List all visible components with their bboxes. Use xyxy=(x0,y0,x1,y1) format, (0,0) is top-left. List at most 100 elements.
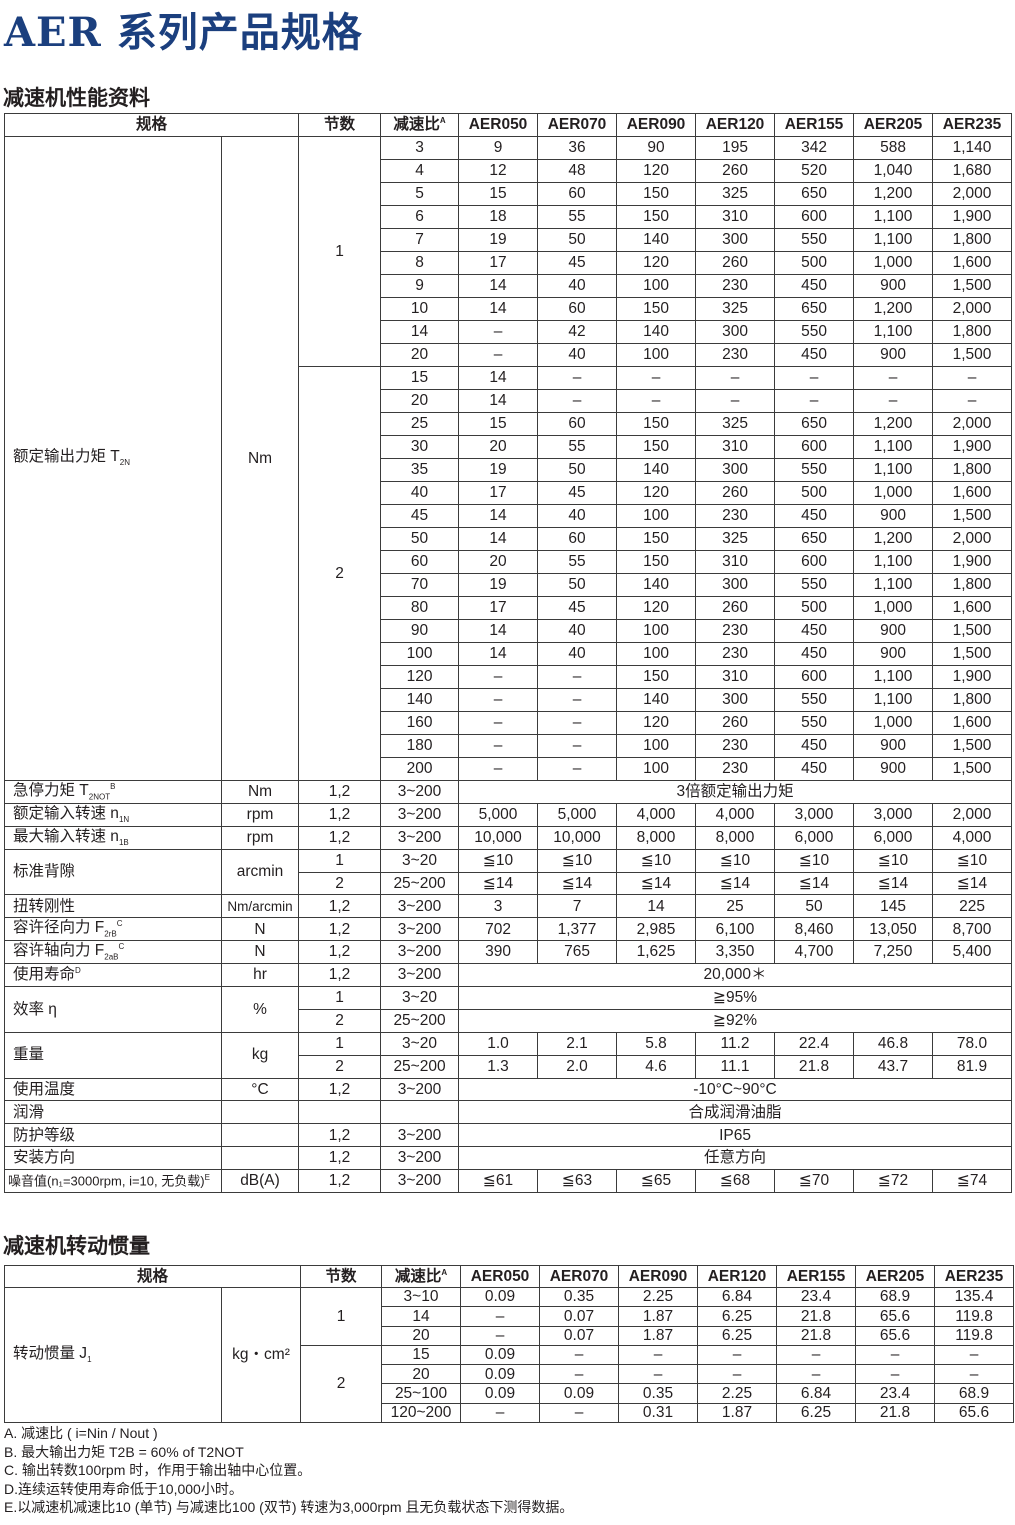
ratio-cell: 120 xyxy=(380,665,460,689)
table-row: 120– –150 310 600 1,100 1,900 xyxy=(5,665,1013,689)
value-cell: 1,200 xyxy=(853,297,934,321)
spec-label-text: 效率 η xyxy=(13,1000,57,1018)
header-model: AER120 xyxy=(695,113,776,137)
value-cell: ≦70 xyxy=(774,1169,855,1194)
value-cell: 6,000 xyxy=(774,825,855,850)
value-cell: – xyxy=(853,389,934,413)
value-cell: – xyxy=(537,366,618,390)
value-cell: 1,600 xyxy=(932,251,1013,275)
table-row: 最大输入转速 n1B rpm 1,2 3~200 10,000 10,000 8,000 8,… xyxy=(4,825,1013,850)
value-cell: 50 xyxy=(537,228,618,252)
value-cell: 900 xyxy=(853,274,934,298)
value-cell: – xyxy=(537,665,618,689)
spec-label-text: 使用温度 xyxy=(13,1080,76,1098)
header-stage: 节数 xyxy=(300,1265,383,1288)
value-cell: 135.4 xyxy=(934,1286,1015,1308)
value-cell: – xyxy=(934,1364,1015,1385)
ratio-cell: 20 xyxy=(380,343,460,367)
table-row: 80 17 45 120 260 500 1,000 1,600 xyxy=(5,596,1013,620)
ratio-cell: 35 xyxy=(380,458,460,482)
value-cell: 230 xyxy=(695,642,776,666)
ratio-cell: 3~200 xyxy=(380,1123,460,1148)
spec-label-sub: 1 xyxy=(87,1355,92,1365)
value-cell: 450 xyxy=(774,343,855,367)
value-cell: 1.3 xyxy=(458,1054,539,1079)
value-cell: – xyxy=(618,1364,699,1385)
stage-cell xyxy=(298,1100,382,1125)
ratio-cell: 25~100 xyxy=(381,1383,462,1404)
spec-label-text: 噪音值(n₁=3000rpm, i=10, 无负载) xyxy=(8,1173,205,1189)
page-title: AER 系列产品规格 xyxy=(4,9,363,56)
value-cell: 588 xyxy=(853,136,934,160)
value-cell: 6.84 xyxy=(776,1383,857,1404)
header-model: AER050 xyxy=(460,1265,541,1288)
merged-value-cell: 20,000＊ xyxy=(458,963,1013,988)
value-cell: 21.8 xyxy=(776,1306,857,1327)
value-cell: 19 xyxy=(458,573,539,597)
spec-label-sub: 2aB xyxy=(104,952,119,962)
spec-label-sup: C xyxy=(118,942,125,952)
table-row: 90 14 40 100 230 450 900 1,500 xyxy=(5,619,1013,643)
ratio-cell: 14 xyxy=(381,1306,462,1327)
unit-cell: Nm xyxy=(220,780,300,804)
value-cell: 43.7 xyxy=(853,1054,934,1079)
value-cell: 6.84 xyxy=(697,1286,778,1308)
value-cell: 40 xyxy=(537,642,618,666)
value-cell: 45 xyxy=(537,596,618,620)
value-cell: 550 xyxy=(774,458,855,482)
ratio-cell: 3~200 xyxy=(380,917,460,942)
table-row: 9 14 40 100 230 450 900 1,500 xyxy=(5,274,1013,298)
value-cell: 0.35 xyxy=(618,1383,699,1404)
ratio-cell: 160 xyxy=(380,711,460,735)
value-cell: 23.4 xyxy=(776,1286,857,1308)
value-cell: 2,000 xyxy=(932,297,1013,321)
stage-cell: 1,2 xyxy=(298,802,382,827)
table-row: 安装方向 1,2 3~200 任意方向 xyxy=(4,1146,1013,1171)
value-cell: 650 xyxy=(774,182,855,206)
value-cell: – xyxy=(616,389,697,413)
spec-label-text: 安装方向 xyxy=(13,1149,76,1167)
value-cell: 1.0 xyxy=(458,1031,539,1056)
merged-value-cell: 任意方向 xyxy=(458,1146,1013,1171)
value-cell: 1,100 xyxy=(853,665,934,689)
header-ratio-label: 减速比 xyxy=(394,1267,442,1285)
value-cell: 1,680 xyxy=(932,159,1013,183)
value-cell: 230 xyxy=(695,619,776,643)
value-cell: 5,000 xyxy=(537,802,618,827)
stage-cell: 2 xyxy=(298,1054,382,1079)
value-cell: 1,900 xyxy=(932,665,1013,689)
stage-cell: 1,2 xyxy=(298,780,382,804)
value-cell: 230 xyxy=(695,757,776,781)
value-cell: ≦63 xyxy=(537,1169,618,1194)
section-title-performance: 减速机性能资料 xyxy=(3,86,150,110)
value-cell: ≦10 xyxy=(853,848,934,873)
value-cell: 150 xyxy=(616,527,697,551)
value-cell: 550 xyxy=(774,573,855,597)
value-cell: 1,900 xyxy=(932,435,1013,459)
table-row: 使用寿命D hr 1,2 3~200 20,000＊ xyxy=(4,963,1013,988)
stage-cell: 1 xyxy=(300,1287,383,1346)
value-cell: 68.9 xyxy=(934,1383,1015,1404)
value-cell: 20 xyxy=(458,550,539,574)
value-cell: 325 xyxy=(695,297,776,321)
value-cell: 120 xyxy=(616,596,697,620)
value-cell: 600 xyxy=(774,205,855,229)
table-row: 2 15 0.09– – – – – – xyxy=(5,1344,1015,1424)
table-row: 扭转刚性 Nm/arcmin 1,2 3~200 3 7 14 25 50 145 225 xyxy=(4,894,1013,919)
value-cell: 1,500 xyxy=(932,274,1013,298)
value-cell: 14 xyxy=(458,274,539,298)
value-cell: 11.2 xyxy=(695,1031,776,1056)
value-cell: 230 xyxy=(695,504,776,528)
value-cell: 450 xyxy=(774,619,855,643)
value-cell: 150 xyxy=(616,205,697,229)
value-cell: 1,000 xyxy=(853,251,934,275)
table-row: 2 25~200 1.3 2.0 4.6 11.1 21.8 43.7 81.9 xyxy=(5,1054,1013,1079)
value-cell: 13,050 xyxy=(853,917,934,942)
value-cell: 520 xyxy=(774,159,855,183)
value-cell: – xyxy=(458,343,539,367)
ratio-cell: 90 xyxy=(380,619,460,643)
value-cell: 650 xyxy=(774,527,855,551)
value-cell: – xyxy=(618,1344,699,1366)
ratio-cell: 3~200 xyxy=(380,825,460,850)
value-cell: 40 xyxy=(537,619,618,643)
